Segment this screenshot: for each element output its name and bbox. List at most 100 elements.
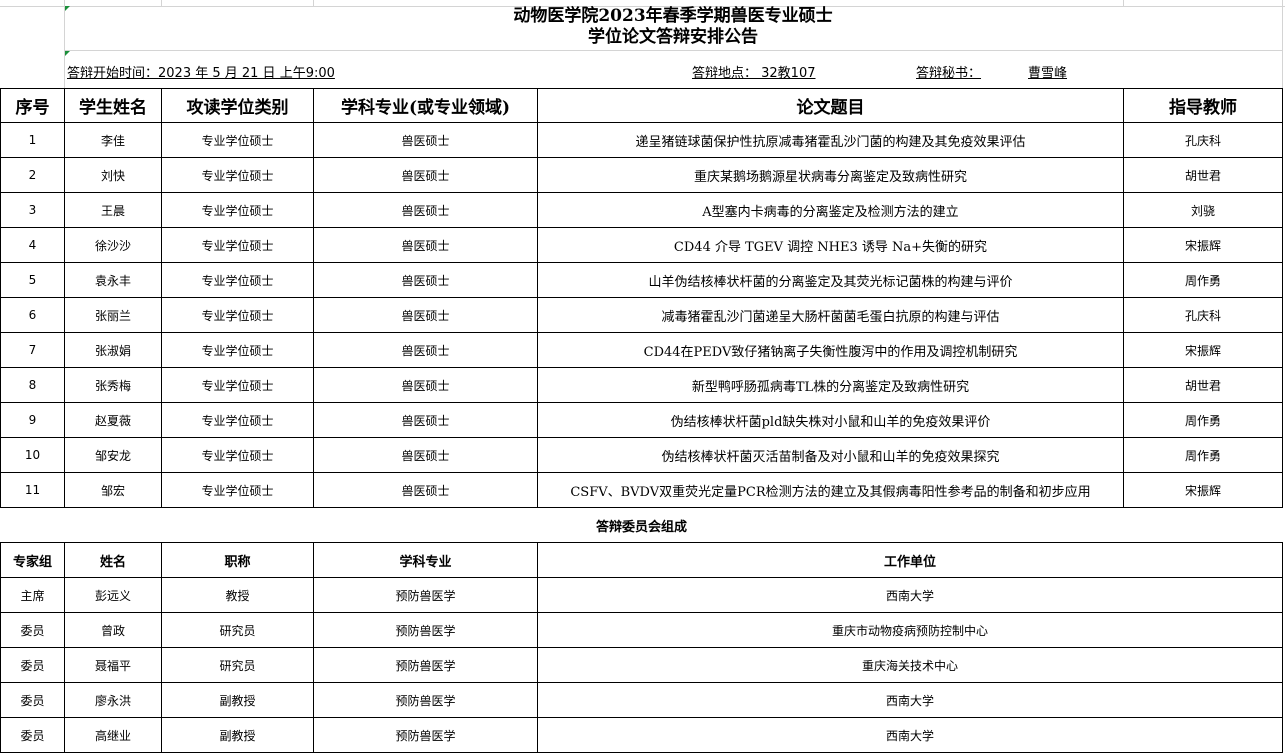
start-time: 答辩开始时间：2023 年 5 月 21 日 上午9:00 — [67, 66, 335, 81]
table-row: 9 赵夏薇 专业学位硕士 兽医硕士 伪结核棒状杆菌pld缺失株对小鼠和山羊的免疫效果评价… — [0, 402, 1283, 438]
advisor-cell: 周作勇 — [1123, 437, 1283, 473]
major-cell: 兽医硕士 — [313, 332, 538, 368]
workplace-cell: 西南大学 — [537, 577, 1283, 613]
thesis-title-cell: 递呈猪链球菌保护性抗原减毒猪霍乱沙门菌的构建及其免疫效果评估 — [537, 122, 1124, 158]
page-title: 动物医学院2023年春季学期兽医专业硕士 学位论文答辩安排公告 — [64, 6, 1282, 51]
seq-cell: 1 — [0, 122, 65, 158]
title-cell: 副教授 — [161, 717, 314, 753]
cell-comment-marker — [65, 51, 70, 56]
name-cell: 彭远义 — [64, 577, 162, 613]
thesis-title-cell: CD44 介导 TGEV 调控 NHE3 诱导 Na+失衡的研究 — [537, 227, 1124, 263]
major-cell: 预防兽医学 — [313, 647, 538, 683]
table-row: 7 张淑娟 专业学位硕士 兽医硕士 CD44在PEDV致仔猪钠离子失衡性腹泻中的作用及调… — [0, 332, 1283, 368]
seq-cell: 5 — [0, 262, 65, 298]
gridline — [64, 0, 65, 88]
workplace-cell: 西南大学 — [537, 717, 1283, 753]
major-cell: 预防兽医学 — [313, 577, 538, 613]
major-cell: 兽医硕士 — [313, 227, 538, 263]
workplace-cell: 重庆海关技术中心 — [537, 647, 1283, 683]
advisor-cell: 宋振辉 — [1123, 227, 1283, 263]
degree-type-cell: 专业学位硕士 — [161, 402, 314, 438]
secretary-label: 答辩秘书： — [916, 66, 982, 81]
student-name-cell: 邹宏 — [64, 472, 162, 508]
thesis-title-cell: 减毒猪霍乱沙门菌递呈大肠杆菌菌毛蛋白抗原的构建与评估 — [537, 297, 1124, 333]
student-table: 序号 学生姓名 攻读学位类别 学科专业(或专业领域) 论文题目 指导教师 1 李佳… — [0, 88, 1283, 508]
advisor-cell: 胡世君 — [1123, 367, 1283, 403]
thesis-title-cell: 新型鸭呼肠孤病毒TL株的分离鉴定及致病性研究 — [537, 367, 1124, 403]
header-cell: 学科专业 — [313, 542, 538, 578]
advisor-cell: 周作勇 — [1123, 262, 1283, 298]
title-cell: 研究员 — [161, 647, 314, 683]
thesis-title-cell: 山羊伪结核棒状杆菌的分离鉴定及其荧光标记菌株的构建与评价 — [537, 262, 1124, 298]
student-name-cell: 张淑娟 — [64, 332, 162, 368]
student-name-cell: 邹安龙 — [64, 437, 162, 473]
committee-row: 委员 廖永洪 副教授 预防兽医学 西南大学 — [0, 682, 1283, 718]
gridline — [313, 0, 314, 6]
degree-type-cell: 专业学位硕士 — [161, 262, 314, 298]
degree-type-cell: 专业学位硕士 — [161, 157, 314, 193]
title-line-2: 学位论文答辩安排公告 — [588, 27, 758, 47]
location: 答辩地点： 32教107 — [692, 66, 816, 81]
major-cell: 兽医硕士 — [313, 402, 538, 438]
major-cell: 预防兽医学 — [313, 717, 538, 753]
major-cell: 兽医硕士 — [313, 367, 538, 403]
title-line-1: 动物医学院2023年春季学期兽医专业硕士 — [513, 6, 833, 26]
header-cell: 论文题目 — [537, 88, 1124, 123]
header-cell: 序号 — [0, 88, 65, 123]
student-name-cell: 徐沙沙 — [64, 227, 162, 263]
thesis-title-cell: 伪结核棒状杆菌灭活苗制备及对小鼠和山羊的免疫效果探究 — [537, 437, 1124, 473]
degree-type-cell: 专业学位硕士 — [161, 297, 314, 333]
name-cell: 曾政 — [64, 612, 162, 648]
committee-row: 委员 高继业 副教授 预防兽医学 西南大学 — [0, 717, 1283, 753]
table-row: 10 邹安龙 专业学位硕士 兽医硕士 伪结核棒状杆菌灭活苗制备及对小鼠和山羊的免疫效果探… — [0, 437, 1283, 473]
table-row: 11 邹宏 专业学位硕士 兽医硕士 CSFV、BVDV双重荧光定量PCR检测方法的建立及… — [0, 472, 1283, 508]
committee-table-header: 专家组 姓名 职称 学科专业 工作单位 — [0, 542, 1283, 578]
header-cell: 职称 — [161, 542, 314, 578]
committee-title-row: 答辩委员会组成 — [0, 507, 1283, 543]
header-cell: 学生姓名 — [64, 88, 162, 123]
student-name-cell: 李佳 — [64, 122, 162, 158]
group-cell: 委员 — [0, 647, 65, 683]
student-name-cell: 刘快 — [64, 157, 162, 193]
major-cell: 兽医硕士 — [313, 472, 538, 508]
major-cell: 兽医硕士 — [313, 157, 538, 193]
cell-comment-marker — [65, 6, 70, 11]
student-table-header: 序号 学生姓名 攻读学位类别 学科专业(或专业领域) 论文题目 指导教师 — [0, 88, 1283, 123]
student-name-cell: 张丽兰 — [64, 297, 162, 333]
sheet-top-row — [0, 0, 1285, 7]
thesis-title-cell: CSFV、BVDV双重荧光定量PCR检测方法的建立及其假病毒阳性参考品的制备和初… — [537, 472, 1124, 508]
major-cell: 兽医硕士 — [313, 122, 538, 158]
advisor-cell: 刘骁 — [1123, 192, 1283, 228]
major-cell: 预防兽医学 — [313, 682, 538, 718]
degree-type-cell: 专业学位硕士 — [161, 332, 314, 368]
table-row: 1 李佳 专业学位硕士 兽医硕士 递呈猪链球菌保护性抗原减毒猪霍乱沙门菌的构建及其免疫效… — [0, 122, 1283, 158]
thesis-title-cell: A型塞内卡病毒的分离鉴定及检测方法的建立 — [537, 192, 1124, 228]
group-cell: 委员 — [0, 682, 65, 718]
degree-type-cell: 专业学位硕士 — [161, 472, 314, 508]
table-row: 6 张丽兰 专业学位硕士 兽医硕士 减毒猪霍乱沙门菌递呈大肠杆菌菌毛蛋白抗原的构建与评估… — [0, 297, 1283, 333]
degree-type-cell: 专业学位硕士 — [161, 122, 314, 158]
thesis-title-cell: CD44在PEDV致仔猪钠离子失衡性腹泻中的作用及调控机制研究 — [537, 332, 1124, 368]
thesis-title-cell: 重庆某鹅场鹅源星状病毒分离鉴定及致病性研究 — [537, 157, 1124, 193]
degree-type-cell: 专业学位硕士 — [161, 367, 314, 403]
secretary-name: 曹雪峰 — [1028, 66, 1068, 81]
thesis-title-cell: 伪结核棒状杆菌pld缺失株对小鼠和山羊的免疫效果评价 — [537, 402, 1124, 438]
name-cell: 廖永洪 — [64, 682, 162, 718]
header-cell: 姓名 — [64, 542, 162, 578]
degree-type-cell: 专业学位硕士 — [161, 192, 314, 228]
advisor-cell: 孔庆科 — [1123, 297, 1283, 333]
advisor-cell: 周作勇 — [1123, 402, 1283, 438]
seq-cell: 3 — [0, 192, 65, 228]
name-cell: 高继业 — [64, 717, 162, 753]
degree-type-cell: 专业学位硕士 — [161, 437, 314, 473]
student-name-cell: 张秀梅 — [64, 367, 162, 403]
gridline — [161, 0, 162, 6]
workplace-cell: 西南大学 — [537, 682, 1283, 718]
seq-cell: 6 — [0, 297, 65, 333]
committee-row: 委员 曾政 研究员 预防兽医学 重庆市动物疫病预防控制中心 — [0, 612, 1283, 648]
seq-cell: 9 — [0, 402, 65, 438]
header-cell: 专家组 — [0, 542, 65, 578]
major-cell: 兽医硕士 — [313, 192, 538, 228]
header-cell: 学科专业(或专业领域) — [313, 88, 538, 123]
group-cell: 委员 — [0, 717, 65, 753]
